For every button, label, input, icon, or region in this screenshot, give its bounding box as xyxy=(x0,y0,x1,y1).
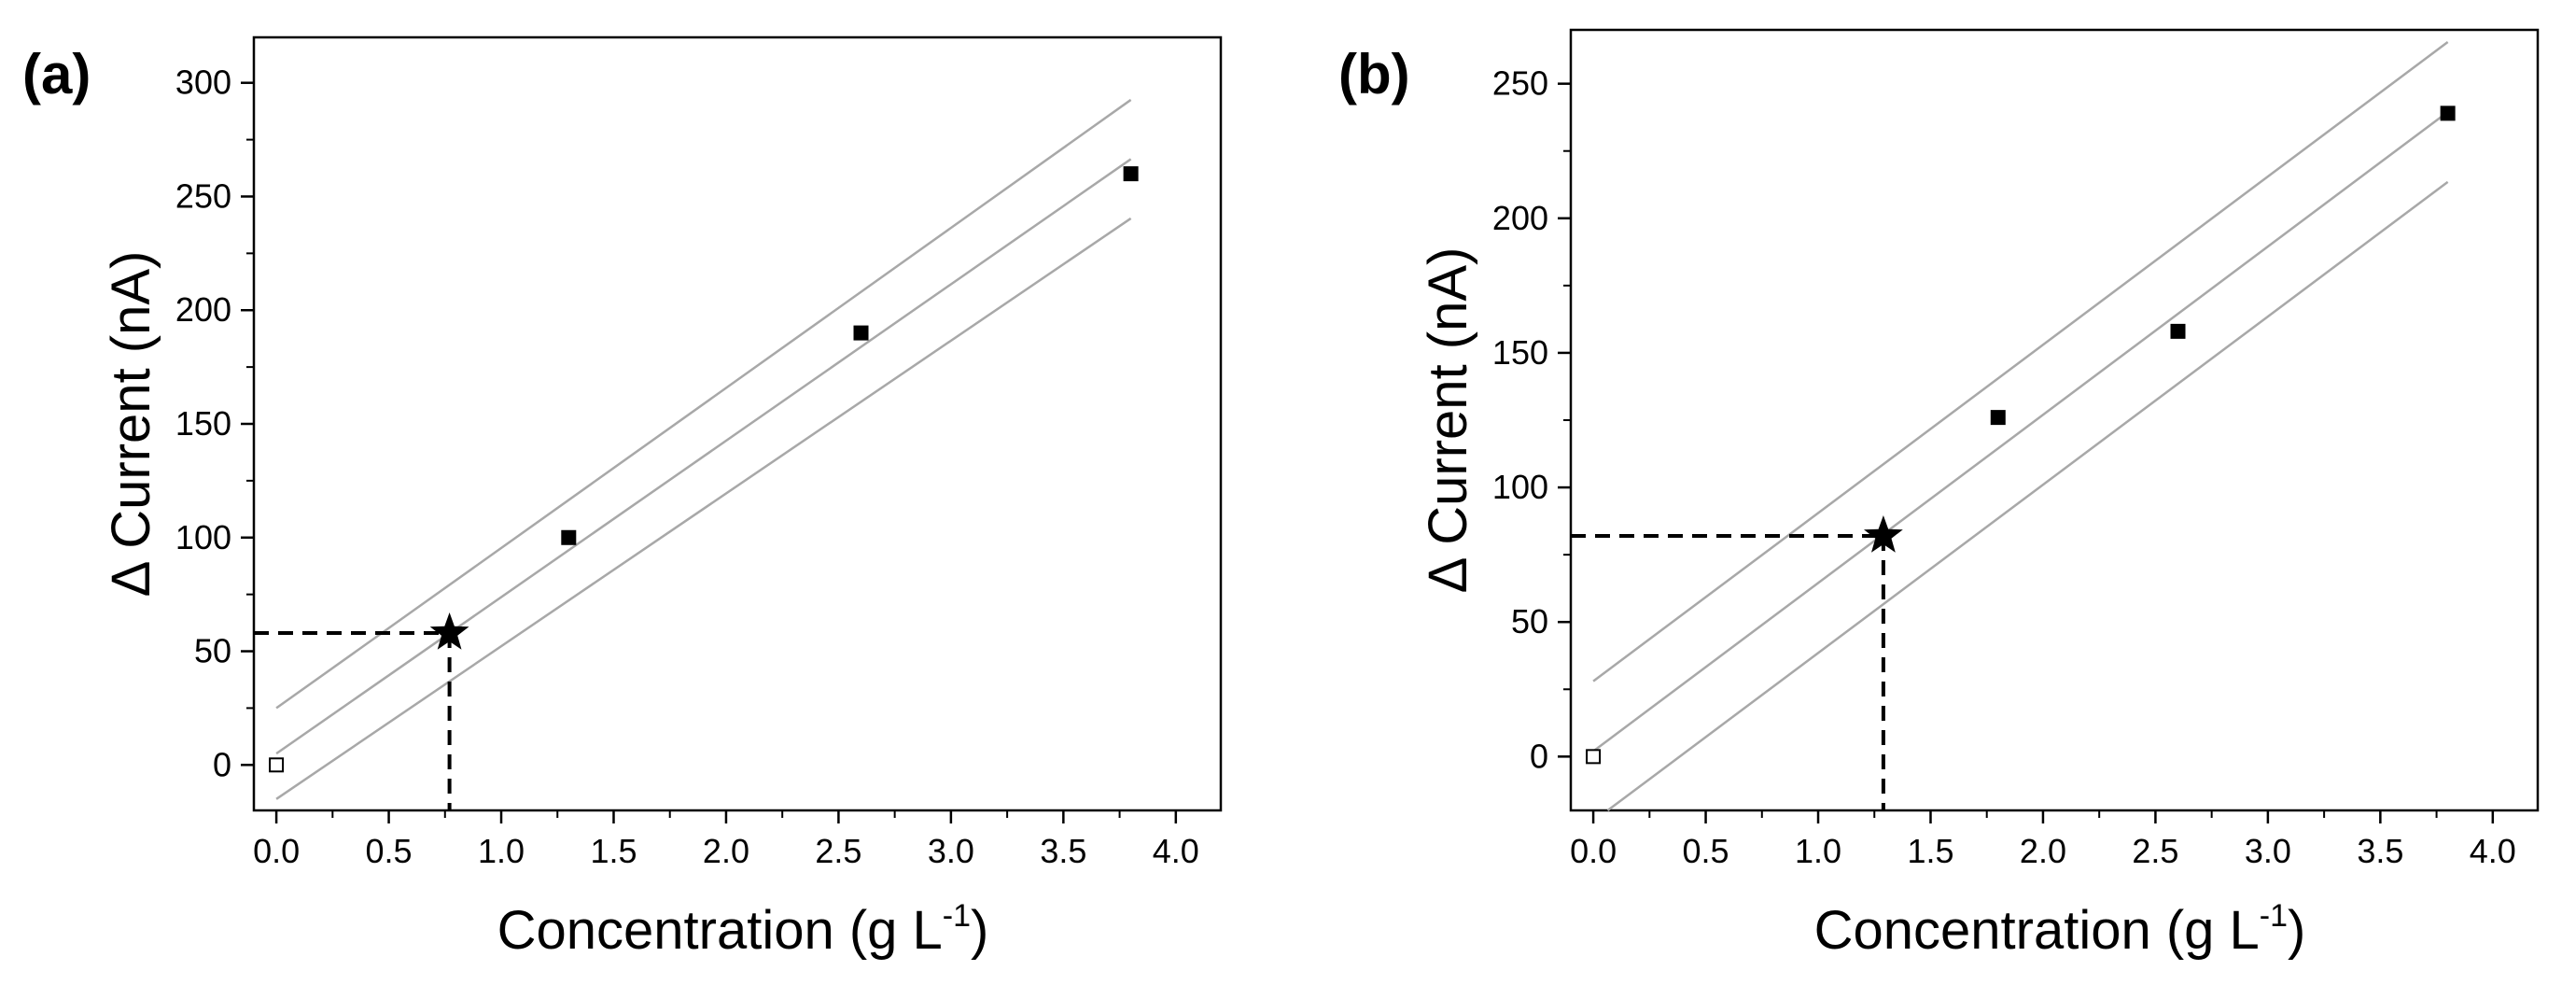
y-tick-label: 50 xyxy=(1511,602,1548,640)
unknown-sample-star xyxy=(429,612,469,650)
x-tick-label: 0.0 xyxy=(253,832,300,870)
y-tick-label: 100 xyxy=(1492,468,1548,506)
y-tick-label: 300 xyxy=(175,63,231,102)
chart-a-svg: 0.0 0.5 1.0 1.5 2.0 2.5 3.0 3.5 4.0 0 50 100 150 200 2… xyxy=(101,35,1223,961)
x-axis-title: Concentration (g L-1) xyxy=(1814,898,2306,961)
x-tick-label: 1.0 xyxy=(478,832,525,870)
x-tick-label: 3.5 xyxy=(2357,832,2403,870)
plot-frame xyxy=(252,35,1223,812)
x-tick-label: 4.0 xyxy=(2470,832,2516,870)
unknown-sample-star xyxy=(1864,515,1903,553)
plot-frame xyxy=(1569,28,2540,812)
panel-label-a: (a) xyxy=(22,43,91,106)
lower-confidence-line xyxy=(275,217,1132,800)
y-axis-title: Δ Current (nA) xyxy=(101,251,161,598)
y-tick-label: 100 xyxy=(175,518,231,556)
y-tick-label: 150 xyxy=(175,404,231,443)
x-tick-label: 3.0 xyxy=(928,832,974,870)
x-tick-label: 4.0 xyxy=(1153,832,1199,870)
x-tick-label: 0.5 xyxy=(366,832,413,870)
x-tick-label: 2.5 xyxy=(2132,832,2178,870)
lower-confidence-line xyxy=(1606,180,2449,812)
x-tick-label: 2.0 xyxy=(703,832,749,870)
chart-panel-b: (b) 0.0 0.5 1.0 1.5 2.0 2.5 3.0 3.5 4.0 0 50 100 150… xyxy=(1288,0,2576,999)
data-point-filled-square xyxy=(561,529,577,545)
y-tick-label: 0 xyxy=(213,745,231,783)
data-point-filled-square xyxy=(2170,323,2186,339)
y-tick-label: 150 xyxy=(1492,333,1548,372)
x-tick-label: 2.0 xyxy=(2020,832,2066,870)
data-point-open-square xyxy=(269,757,285,773)
x-tick-label: 1.5 xyxy=(1907,832,1953,870)
x-tick-label: 1.0 xyxy=(1795,832,1841,870)
x-tick-label: 2.5 xyxy=(815,832,861,870)
data-point-open-square xyxy=(1586,749,1602,765)
data-point-filled-square xyxy=(2440,106,2456,121)
x-tick-label: 0.0 xyxy=(1570,832,1617,870)
fit-line xyxy=(275,158,1132,755)
data-point-filled-square xyxy=(853,325,869,341)
y-tick-label: 250 xyxy=(1492,64,1548,103)
x-tick-label: 1.5 xyxy=(590,832,637,870)
data-point-filled-square xyxy=(1123,166,1139,182)
chart-panel-a: (a) 0.0 0.5 1.0 1.5 2.0 2.5 3.0 3.5 4.0 0 50 100 150… xyxy=(22,35,1223,961)
y-tick-label: 200 xyxy=(1492,199,1548,237)
x-axis-title: Concentration (g L-1) xyxy=(497,898,989,961)
x-tick-label: 3.0 xyxy=(2245,832,2291,870)
y-tick-label: 200 xyxy=(175,290,231,329)
y-tick-label: 250 xyxy=(175,176,231,215)
panel-label-b: (b) xyxy=(1338,43,1410,106)
y-tick-label: 50 xyxy=(194,632,231,670)
fit-line xyxy=(1592,110,2449,753)
chart-b-svg: 0.0 0.5 1.0 1.5 2.0 2.5 3.0 3.5 4.0 0 50 100 150 200 2… xyxy=(1418,28,2540,961)
data-point-filled-square xyxy=(1990,410,2006,426)
x-tick-label: 3.5 xyxy=(1040,832,1086,870)
y-tick-label: 0 xyxy=(1530,737,1548,775)
upper-confidence-line xyxy=(275,98,1132,710)
y-axis-title: Δ Current (nA) xyxy=(1418,247,1478,594)
upper-confidence-line xyxy=(1592,40,2449,682)
x-tick-label: 0.5 xyxy=(1683,832,1729,870)
